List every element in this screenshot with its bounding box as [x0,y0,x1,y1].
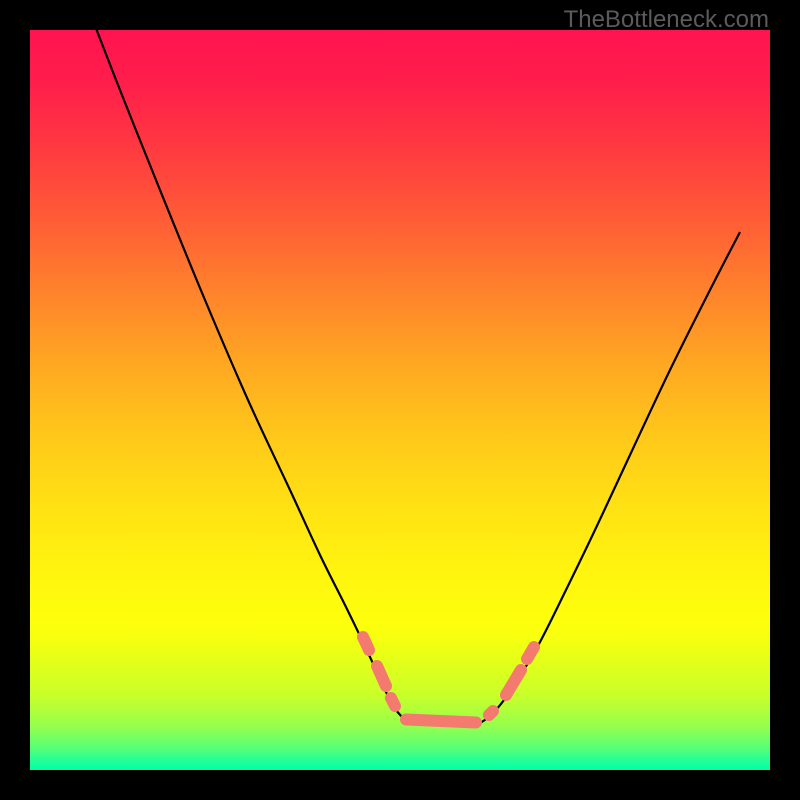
bottleneck-curve [85,0,740,726]
curve-highlight-segment [406,720,476,723]
curve-highlight-segment [527,647,534,659]
curve-highlight-segment [363,637,369,650]
curve-highlight-segment [489,711,493,715]
curve-highlight-segment [391,698,395,706]
curve-highlight-segment [506,670,521,695]
bottleneck-curve-chart [30,30,770,770]
curve-highlight-segment [377,666,386,686]
watermark-text: TheBottleneck.com [564,6,769,34]
